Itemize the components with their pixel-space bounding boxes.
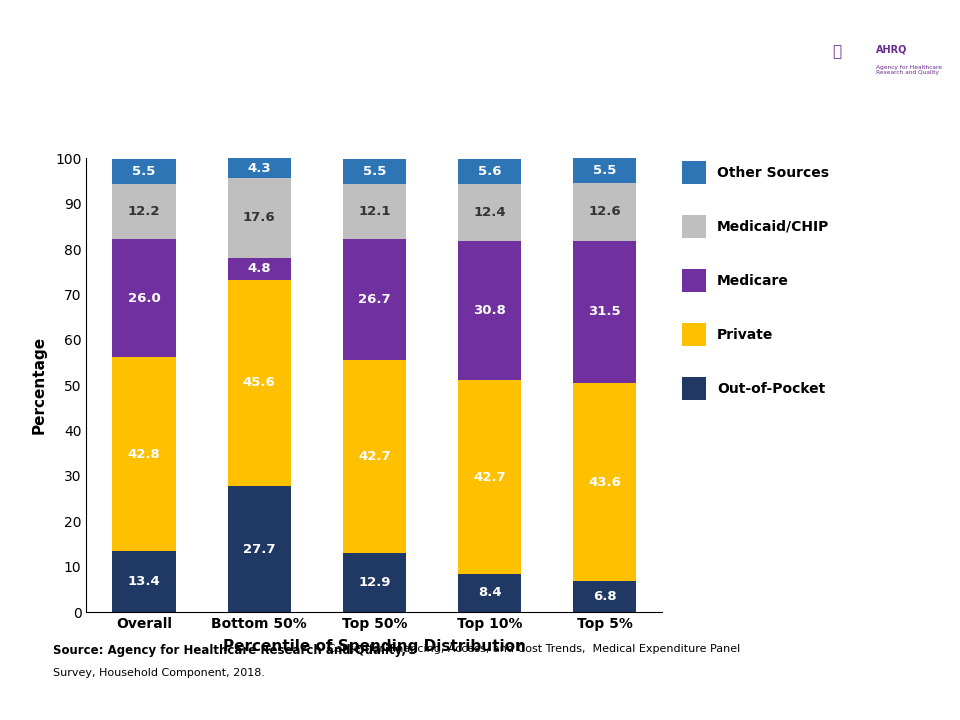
Bar [343,360,406,554]
Bar [228,486,291,612]
Bar [458,159,521,184]
Text: 17.6: 17.6 [243,212,276,225]
Bar [343,554,406,612]
Bar [573,158,636,184]
Bar [112,239,176,357]
Text: 26.7: 26.7 [358,293,391,306]
Text: 45.6: 45.6 [243,377,276,390]
Text: Other Sources: Other Sources [717,166,829,180]
Text: 42.7: 42.7 [358,450,391,463]
Text: Figure 7: Percentage of persons by source of payment: Figure 7: Percentage of persons by sourc… [101,35,744,55]
Text: 8.4: 8.4 [478,587,501,600]
Text: Private: Private [717,328,774,342]
Bar [228,178,291,258]
Text: 12.4: 12.4 [473,206,506,219]
Bar [573,383,636,581]
Text: 43.6: 43.6 [588,476,621,489]
Bar [458,240,521,380]
Text: Source: Agency for Healthcare Research and Quality,: Source: Agency for Healthcare Research a… [53,644,406,657]
Bar [343,239,406,360]
Text: 4.8: 4.8 [248,262,271,275]
Bar [343,159,406,184]
Text: 🛡: 🛡 [832,45,842,59]
Text: 5.5: 5.5 [132,165,156,178]
Bar [573,184,636,240]
Bar [112,184,176,239]
Bar [458,574,521,612]
Text: 27.7: 27.7 [243,543,276,556]
Ellipse shape [778,5,941,120]
Text: 13.4: 13.4 [128,575,160,588]
Y-axis label: Percentage: Percentage [32,336,47,434]
Bar [112,552,176,612]
Text: Center for Financing, Access, and Cost Trends,  Medical Expenditure Panel: Center for Financing, Access, and Cost T… [324,644,741,654]
Text: 5.5: 5.5 [363,165,386,178]
Text: 26.0: 26.0 [128,292,160,305]
Bar [112,159,176,184]
Text: 4.3: 4.3 [248,162,271,175]
Text: 5.5: 5.5 [593,164,616,177]
Text: and percentile of spending, 2018: and percentile of spending, 2018 [228,84,617,103]
Text: 5.6: 5.6 [478,165,501,178]
Text: 12.6: 12.6 [588,205,621,218]
Text: 31.5: 31.5 [588,305,621,318]
Bar [228,258,291,279]
Text: 30.8: 30.8 [473,304,506,317]
Text: 42.7: 42.7 [473,471,506,484]
Text: Agency for Healthcare
Research and Quality: Agency for Healthcare Research and Quali… [876,65,942,76]
Text: AHRQ: AHRQ [876,44,907,54]
X-axis label: Percentile of Spending Distribution: Percentile of Spending Distribution [223,639,526,654]
Text: 42.8: 42.8 [128,448,160,461]
Text: Survey, Household Component, 2018.: Survey, Household Component, 2018. [53,668,265,678]
Text: 12.2: 12.2 [128,205,160,218]
Bar [573,581,636,612]
Bar [458,184,521,240]
Text: Medicare: Medicare [717,274,789,288]
Bar [112,357,176,552]
Bar [573,240,636,383]
Text: Medicaid/CHIP: Medicaid/CHIP [717,220,829,234]
Text: 6.8: 6.8 [593,590,616,603]
Text: Out-of-Pocket: Out-of-Pocket [717,382,826,396]
Text: 12.9: 12.9 [358,576,391,589]
Text: 12.1: 12.1 [358,204,391,217]
Bar [458,380,521,574]
Bar [228,279,291,486]
Bar [228,158,291,178]
Bar [343,184,406,239]
